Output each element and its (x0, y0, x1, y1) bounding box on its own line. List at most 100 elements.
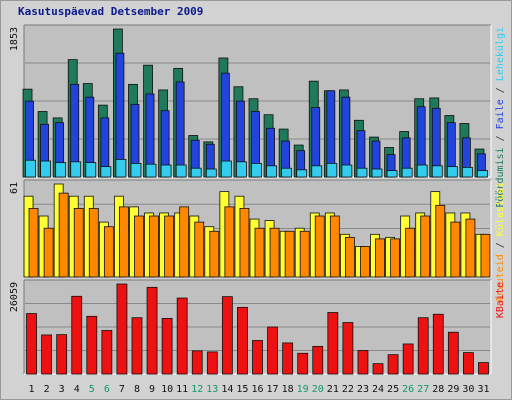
bar-kbaite-day-5 (86, 315, 98, 375)
bar-kbaite-day-24 (372, 363, 384, 375)
bar-lehekülgi-day-18 (281, 167, 293, 178)
x-tick-day-14: 14 (221, 384, 233, 395)
bar-kbaite-day-14 (221, 296, 233, 375)
x-tick-day-2: 2 (44, 384, 50, 395)
bar-arvuteid-day-13 (209, 230, 220, 278)
x-tick-day-15: 15 (236, 384, 248, 395)
bar-lehekülgi-day-20 (311, 165, 323, 178)
legend-middle: Arvuteid / Külastusi (495, 182, 506, 302)
legend-entry: / (495, 129, 506, 147)
bar-kbaite-day-28 (432, 313, 444, 375)
bar-lehekülgi-day-3 (55, 162, 67, 178)
bar-kbaite-day-8 (131, 317, 143, 375)
bar-lehekülgi-day-12 (190, 167, 202, 178)
bar-kbaite-day-12 (191, 350, 203, 375)
bar-arvuteid-day-5 (88, 207, 99, 278)
x-tick-day-20: 20 (312, 384, 324, 395)
bar-arvuteid-day-10 (164, 215, 175, 278)
bar-kbaite-day-6 (101, 330, 113, 375)
bar-arvuteid-day-20 (314, 215, 325, 278)
x-tick-day-31: 31 (477, 384, 489, 395)
bar-arvuteid-day-30 (465, 218, 476, 278)
bar-arvuteid-day-28 (435, 204, 446, 278)
bar-arvuteid-day-16 (254, 227, 265, 278)
bar-lehekülgi-day-9 (145, 163, 157, 178)
bar-arvuteid-day-24 (375, 238, 385, 278)
bar-kbaite-day-10 (161, 317, 173, 375)
bar-arvuteid-day-26 (405, 227, 416, 278)
bar-kbaite-day-27 (417, 317, 429, 375)
bar-arvuteid-day-3 (58, 192, 69, 278)
bar-kbaite-day-19 (297, 352, 309, 375)
x-tick-day-9: 9 (149, 384, 155, 395)
bar-arvuteid-day-6 (103, 226, 114, 278)
bar-kbaite-day-11 (176, 297, 188, 375)
legend-entry: Arvuteid (495, 254, 506, 302)
bar-faile-day-7 (115, 52, 125, 178)
x-tick-day-19: 19 (297, 384, 309, 395)
legend-entry: / (495, 81, 506, 99)
x-tick-day-7: 7 (119, 384, 125, 395)
x-tick-day-11: 11 (176, 384, 188, 395)
x-tick-day-16: 16 (251, 384, 263, 395)
bar-arvuteid-day-11 (179, 206, 190, 278)
bar-kbaite-day-29 (447, 331, 459, 375)
x-tick-day-12: 12 (191, 384, 203, 395)
x-tick-day-26: 26 (402, 384, 414, 395)
bar-lehekülgi-day-25 (386, 170, 398, 178)
x-tick-day-13: 13 (206, 384, 218, 395)
bar-kbaite-day-25 (387, 354, 399, 375)
legend-entry: KBaite (495, 282, 506, 318)
bar-lehekülgi-day-29 (446, 166, 458, 178)
bar-arvuteid-day-21 (329, 215, 340, 278)
bar-kbaite-day-22 (342, 322, 354, 375)
panel-top: 1853 Pöördumisi / Faile / Lehekülgi (9, 24, 506, 208)
bar-arvuteid-day-23 (360, 246, 370, 278)
bar-arvuteid-day-8 (134, 215, 144, 278)
bar-lehekülgi-day-2 (40, 160, 51, 178)
x-tick-day-6: 6 (104, 384, 110, 395)
bar-faile-day-11 (175, 81, 185, 178)
bar-arvuteid-day-29 (450, 221, 461, 278)
x-tick-day-29: 29 (447, 384, 459, 395)
bar-arvuteid-day-17 (269, 227, 280, 278)
x-tick-day-24: 24 (372, 384, 384, 395)
bar-kbaite-day-31 (478, 362, 489, 375)
y-max-label-bottom: 26059 (9, 282, 20, 312)
bar-lehekülgi-day-21 (326, 163, 338, 178)
x-tick-day-30: 30 (462, 384, 474, 395)
bar-lehekülgi-day-26 (401, 167, 413, 178)
bar-arvuteid-day-18 (284, 230, 295, 278)
x-tick-day-5: 5 (89, 384, 95, 395)
chart-title: Kasutuspäevad Detsember 2009 (18, 5, 204, 18)
bar-arvuteid-day-27 (420, 215, 431, 278)
bar-kbaite-day-20 (312, 345, 324, 375)
x-tick-day-18: 18 (282, 384, 294, 395)
bar-kbaite-day-4 (71, 295, 83, 375)
bar-lehekülgi-day-5 (85, 162, 97, 178)
bar-kbaite-day-7 (116, 283, 128, 375)
bar-lehekülgi-day-15 (236, 161, 247, 178)
bar-lehekülgi-day-8 (130, 163, 142, 178)
bar-lehekülgi-day-6 (100, 166, 112, 178)
bar-lehekülgi-day-10 (160, 164, 172, 178)
x-tick-day-21: 21 (327, 384, 339, 395)
bar-kbaite-day-2 (41, 334, 52, 375)
bar-arvuteid-day-2 (43, 227, 54, 278)
bar-lehekülgi-day-4 (70, 161, 82, 178)
bar-arvuteid-day-9 (149, 215, 159, 278)
x-tick-day-8: 8 (134, 384, 140, 395)
bar-lehekülgi-day-31 (477, 170, 488, 178)
legend-entry: Külastusi (495, 182, 506, 236)
bar-kbaite-day-17 (267, 326, 278, 375)
x-tick-day-4: 4 (74, 384, 80, 395)
bar-lehekülgi-day-7 (115, 159, 127, 178)
bar-kbaite-day-9 (146, 286, 158, 375)
bar-arvuteid-day-14 (224, 206, 235, 278)
bar-lehekülgi-day-16 (251, 163, 262, 178)
panel-bottom: 26059 KBaite (9, 279, 506, 375)
legend-top: Pöördumisi / Faile / Lehekülgi (495, 27, 506, 208)
y-max-label-middle: 61 (9, 182, 20, 194)
bar-kbaite-day-26 (402, 343, 414, 375)
